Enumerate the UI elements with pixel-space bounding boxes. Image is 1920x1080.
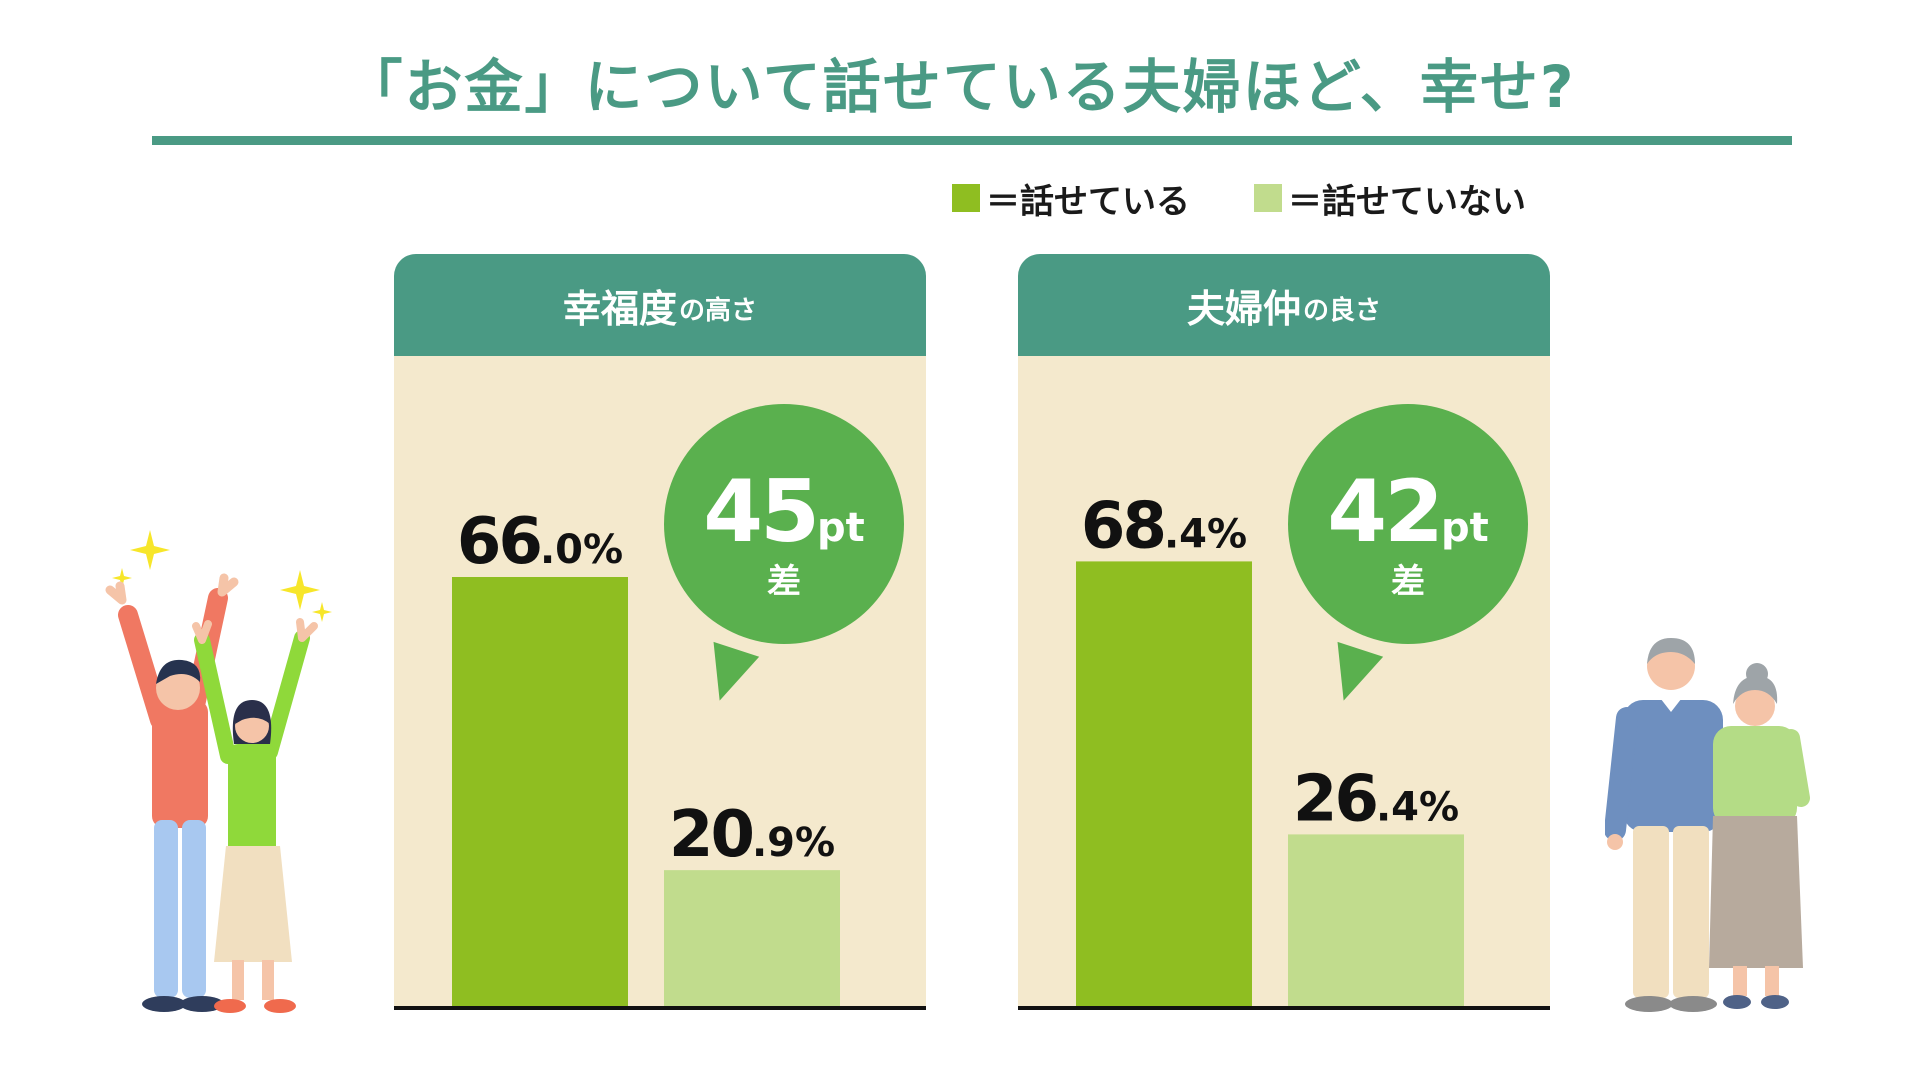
difference-label: 差	[767, 562, 801, 602]
legend-label-no-talk: ＝話せていない	[1288, 181, 1526, 222]
elderly-couple-illustration	[1605, 638, 1810, 1012]
difference-label: 差	[1391, 562, 1425, 602]
difference-bubble-happiness: 45pt 差	[664, 404, 904, 644]
elderly-woman-figure	[1709, 663, 1810, 1009]
elderly-man-figure	[1605, 638, 1723, 1012]
data-label: 20.9%	[669, 798, 835, 872]
data-label: 68.4%	[1081, 489, 1247, 563]
bar-talk	[1076, 561, 1252, 1006]
bar-talk	[452, 577, 628, 1006]
legend-swatch-talk	[952, 184, 980, 212]
chart-panel-relationship: 夫婦仲 の良さ 68.4% 26.4% 42pt 差	[1018, 254, 1550, 1010]
sparkle-icon	[112, 530, 332, 622]
woman-figure	[192, 618, 318, 1013]
legend-item-talk: ＝話せている	[952, 178, 1190, 222]
panel-subtitle-relationship: の良さ	[1303, 295, 1382, 326]
man-figure	[105, 573, 239, 1012]
legend-swatch-no-talk	[1254, 184, 1282, 212]
bar-no-talk	[664, 870, 840, 1006]
legend-item-no-talk: ＝話せていない	[1254, 178, 1526, 222]
young-couple-illustration	[105, 530, 332, 1013]
data-label: 26.4%	[1293, 762, 1459, 836]
title-divider	[152, 136, 1792, 145]
panel-title-happiness: 幸福度	[562, 286, 677, 331]
bar-no-talk	[1288, 834, 1464, 1006]
panel-header-relationship: 夫婦仲 の良さ	[1018, 254, 1550, 356]
difference-value: 42pt	[1327, 462, 1489, 562]
legend-label-talk: ＝話せている	[986, 181, 1190, 222]
panel-title-relationship: 夫婦仲	[1186, 286, 1301, 331]
bar-chart-happiness: 66.0% 20.9%	[394, 505, 926, 1010]
panel-subtitle-happiness: の高さ	[679, 295, 758, 326]
panel-header-happiness: 幸福度 の高さ	[394, 254, 926, 356]
difference-value: 45pt	[703, 462, 865, 562]
page-title: 「お金」について話せている夫婦ほど、幸せ?	[344, 53, 1576, 121]
chart-panel-happiness: 幸福度 の高さ 66.0% 20.9% 45pt 差	[394, 254, 926, 1010]
data-label: 66.0%	[457, 505, 623, 579]
difference-bubble-relationship: 42pt 差	[1288, 404, 1528, 644]
bar-chart-relationship: 68.4% 26.4%	[1018, 489, 1550, 1010]
